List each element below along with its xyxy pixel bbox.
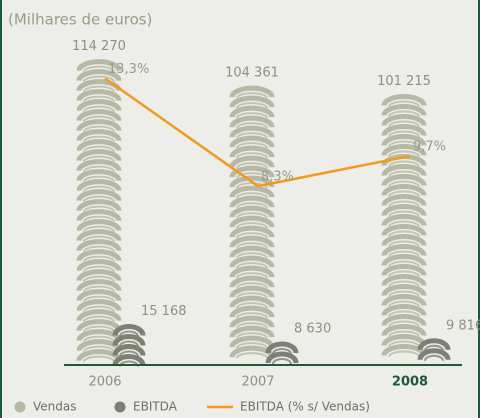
x-tick-label: 2006	[88, 375, 121, 390]
value-label: 8,3%	[261, 170, 294, 185]
value-label: 101 215	[377, 74, 431, 89]
value-label: 9,7%	[413, 139, 446, 154]
bar	[381, 95, 427, 365]
left-border	[0, 0, 2, 418]
value-label: 15 168	[141, 304, 187, 319]
legend-label: Vendas	[33, 400, 77, 414]
value-label: 9 816	[446, 318, 480, 333]
legend-swatch	[115, 402, 126, 413]
value-label: 13,3%	[108, 62, 149, 77]
chart: (Milhares de euros) 114 270 104 361 101 21…	[0, 0, 480, 418]
legend-swatch	[15, 402, 26, 413]
x-tick-label: 2008	[392, 375, 428, 390]
bar	[229, 86, 275, 365]
bar	[265, 342, 299, 365]
bar	[112, 324, 146, 366]
value-label: 114 270	[72, 39, 126, 54]
legend-label: EBITDA (% s/ Vendas)	[240, 400, 370, 414]
legend-label: EBITDA	[133, 400, 178, 414]
value-label: 8 630	[294, 321, 331, 336]
chart-title: (Milhares de euros)	[8, 11, 152, 29]
value-label: 104 361	[225, 66, 279, 81]
bar	[76, 60, 122, 365]
bar	[417, 339, 451, 365]
x-tick-label: 2007	[241, 375, 274, 390]
